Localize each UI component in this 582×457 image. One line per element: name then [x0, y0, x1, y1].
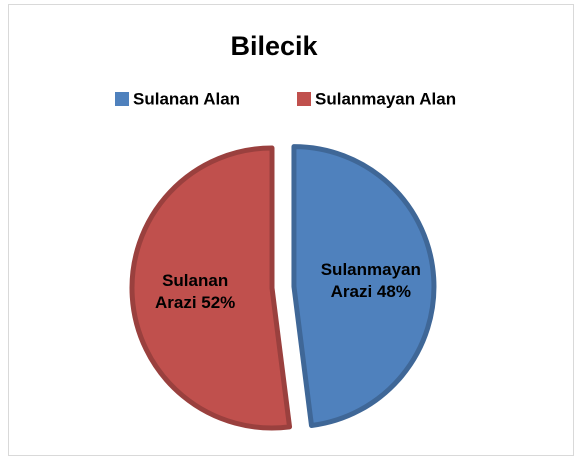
legend-swatch [297, 92, 311, 106]
legend-label: Sulanmayan Alan [315, 89, 456, 108]
legend-swatch [115, 92, 129, 106]
data-label: Sulanan Arazi 52% [155, 271, 235, 312]
data-label: Sulanmayan Arazi 48% [321, 260, 421, 301]
legend-label: Sulanan Alan [133, 89, 240, 108]
chart-title: Bilecik [230, 31, 318, 61]
pie-slice [129, 145, 293, 431]
pie-slice [291, 144, 437, 429]
chart-border [8, 4, 574, 456]
